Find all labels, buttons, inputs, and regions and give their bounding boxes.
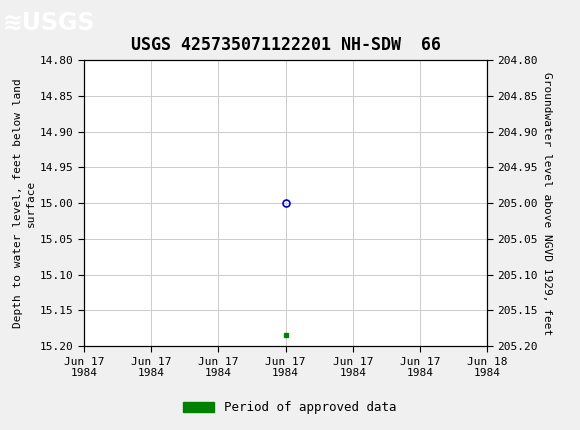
- Legend: Period of approved data: Period of approved data: [178, 396, 402, 419]
- Text: ≋USGS: ≋USGS: [3, 11, 95, 34]
- Title: USGS 425735071122201 NH-SDW  66: USGS 425735071122201 NH-SDW 66: [130, 37, 441, 55]
- Y-axis label: Depth to water level, feet below land
surface: Depth to water level, feet below land su…: [13, 78, 36, 328]
- Y-axis label: Groundwater level above NGVD 1929, feet: Groundwater level above NGVD 1929, feet: [542, 71, 552, 335]
